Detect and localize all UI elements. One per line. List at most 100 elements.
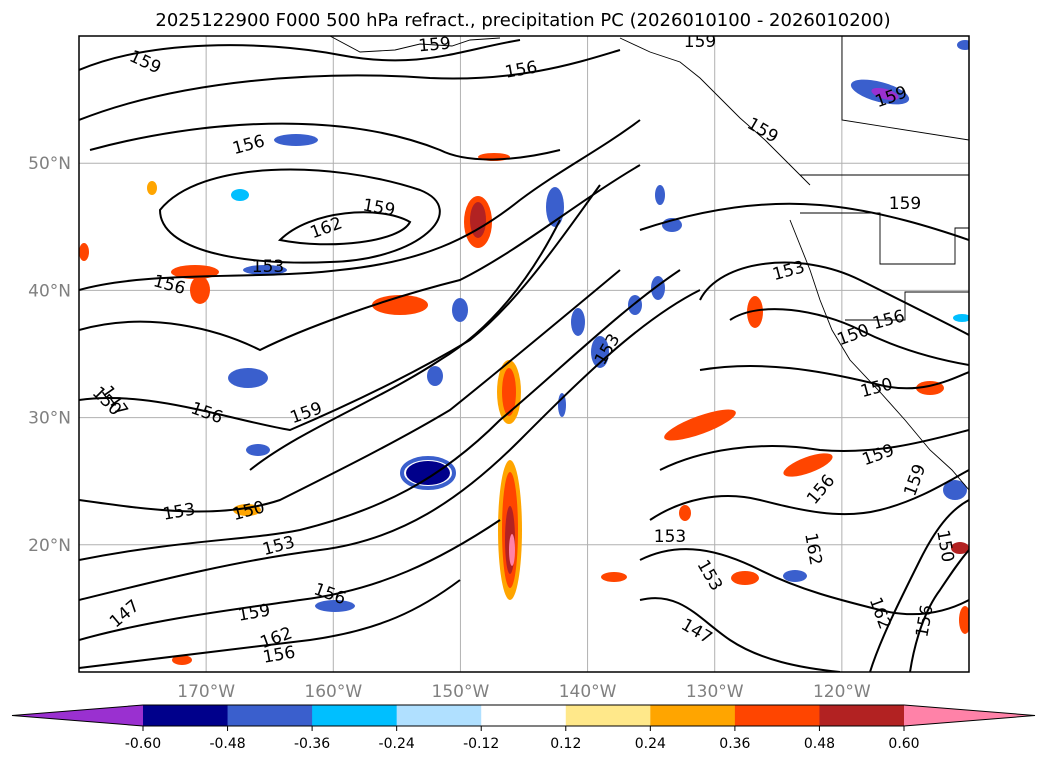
colorbar: -0.60 -0.48 -0.36 -0.24 -0.12 0.12 0.24 0.36 0.4… [11,704,1036,752]
colorbar-extend-max [904,705,1035,726]
colorbar-segment [312,705,398,726]
alaska-panhandle-coast [619,37,811,186]
precip-patch-negative [243,265,287,275]
colorbar-segment [565,705,651,726]
contour-label: 159 [889,194,921,214]
lon-label: 120°W [813,682,871,702]
contour-153 [79,269,621,513]
lat-label: 40°N [28,281,71,301]
contour-147 [639,597,841,672]
contour-156 [79,164,641,352]
lon-label: 150°W [432,682,490,702]
lat-label: 30°N [28,409,71,429]
colorbar-segment [143,705,229,726]
precip-patch-negative [628,295,642,315]
state-borders [800,212,969,265]
contour-147 [79,579,461,669]
precip-patch-negative [558,393,566,417]
colorbar-tick-label: -0.36 [294,736,330,752]
precip-patch-positive [470,202,486,238]
colorbar-segment [819,705,905,726]
coastlines [329,36,969,491]
precip-patch-negative [228,368,268,388]
colorbar-segment [227,705,313,726]
precip-patch-negative [246,444,270,456]
contour-156 [79,49,621,121]
precip-patch-negative [231,189,249,201]
precip-patch-negative [452,298,468,322]
contour-153 [639,202,969,241]
contour-156 [649,469,969,521]
contour-150 [699,364,969,390]
precip-patches [79,40,969,665]
precip-patch-negative [943,480,967,500]
contour-label: 159 [418,34,452,57]
us-west-coast [789,219,969,491]
figure-title: 2025122900 F000 500 hPa refract., precip… [155,10,890,31]
contour-label: 159 [684,32,716,52]
colorbar-segment [734,705,820,726]
graticule [79,36,969,672]
contour-159 [729,308,969,366]
alaska-coast [329,36,501,53]
contour-156 [699,261,969,336]
precip-patch-positive [79,243,89,261]
precip-patch-negative [315,600,355,612]
colorbar-segment [396,705,482,726]
contour-162 [277,211,412,246]
precip-patch-negative [571,308,585,336]
precip-patch-positive [601,572,627,582]
map-frame [78,35,970,673]
border-alaska-canada [841,36,969,141]
contour-153 [79,119,641,291]
contour-156 [89,122,561,161]
contour-label: 153 [252,257,284,277]
colorbar-segment [481,705,567,726]
colorbar-tick-label: -0.12 [463,736,499,752]
contour-159 [79,39,521,71]
contour-156 [909,549,969,672]
precip-patch-positive [664,409,736,441]
colorbar-extend-min [12,705,143,726]
precip-patch-negative [953,314,969,322]
colorbar-tick-label: 0.36 [719,736,750,752]
contour-153 [79,289,701,601]
precip-patch-positive [372,295,428,315]
precip-patch-negative [274,134,318,146]
lon-label: 130°W [686,682,744,702]
precip-patch-negative [427,366,443,386]
map-background [79,36,969,672]
state-borders [845,291,969,321]
contour-159 [249,219,561,471]
lon-label: 170°W [177,682,235,702]
contour-150 [79,184,601,432]
precip-patch-positive [747,296,763,328]
precip-patch-positive [951,542,969,554]
contour-159 [158,168,441,264]
longitude-labels: 170°W 160°W 150°W 140°W 130°W 120°W [177,682,871,702]
precip-patch-positive [959,606,969,634]
precip-patch-positive [509,534,515,566]
precip-patch-positive [502,368,516,416]
contour-156 [79,519,501,641]
precip-patch-positive [783,453,833,477]
map-panel: 1591591561591561591591621591531561531591… [28,32,970,702]
contour-162 [869,499,969,672]
precip-patch-positive [172,655,192,665]
precip-patch-positive [679,505,691,521]
lon-label: 140°W [559,682,617,702]
precip-patch-negative [406,461,450,485]
refractivity-contours [79,39,969,672]
contour-label: 153 [654,527,686,547]
lat-label: 20°N [28,536,71,556]
contour-150 [79,269,681,561]
contour-159 [659,429,969,471]
precip-patch-positive [147,181,157,195]
colorbar-segment [650,705,736,726]
precip-patch-negative [871,87,899,101]
precip-patch-negative [400,456,456,490]
lat-label: 50°N [28,154,71,174]
precip-patch-positive [190,276,210,304]
lon-label: 160°W [304,682,362,702]
